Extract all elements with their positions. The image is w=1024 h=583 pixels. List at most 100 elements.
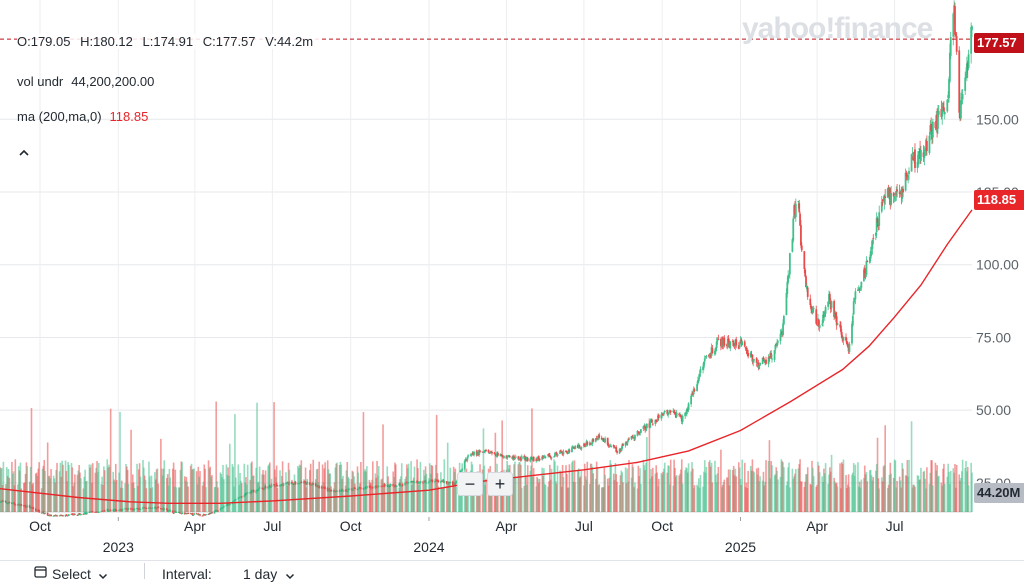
- volume-bar: [763, 485, 766, 512]
- candle-body: [821, 323, 824, 325]
- candle-body: [107, 509, 109, 512]
- volume-bar: [715, 474, 717, 512]
- volume-bar: [482, 428, 485, 512]
- candle-body: [392, 484, 395, 487]
- volume-bar: [246, 484, 248, 512]
- volume-bar: [49, 478, 52, 512]
- volume-bar: [249, 479, 252, 512]
- x-tick-label: Jul: [575, 518, 593, 534]
- candle-body: [24, 505, 27, 508]
- candle-body: [954, 6, 956, 35]
- volume-bar: [220, 473, 223, 512]
- candle-body: [800, 245, 803, 251]
- volume-bar: [26, 466, 29, 512]
- volume-bar: [759, 476, 761, 512]
- candle-body: [336, 490, 338, 492]
- volume-bar: [79, 472, 81, 512]
- chevron-down-icon[interactable]: [98, 567, 108, 583]
- chevron-down-icon[interactable]: [285, 567, 295, 583]
- candle-body: [613, 446, 616, 449]
- candle-body: [624, 442, 627, 446]
- volume-bar: [693, 485, 696, 512]
- volume-bar: [109, 408, 112, 512]
- candle-body: [717, 338, 720, 340]
- volume-bar: [737, 462, 740, 512]
- volume-bar: [88, 464, 91, 512]
- candle-body: [743, 341, 746, 347]
- volume-bar: [205, 487, 207, 512]
- volume-bar: [244, 482, 246, 512]
- volume-bar: [732, 470, 734, 512]
- volume-bar: [454, 468, 457, 512]
- select-range-button[interactable]: Select: [52, 566, 91, 582]
- volume-bar: [922, 471, 925, 512]
- interval-select[interactable]: 1 day: [243, 566, 278, 582]
- volume-bar: [809, 483, 812, 512]
- price-chart[interactable]: 25.0050.0075.00100.00125.00150.00OctAprJ…: [0, 0, 1024, 560]
- candle-body: [949, 37, 952, 56]
- candle-body: [478, 450, 481, 455]
- candle-body: [559, 450, 561, 454]
- volume-bar: [898, 476, 901, 512]
- candle-body: [375, 485, 378, 487]
- volume-bar: [360, 461, 362, 512]
- candle-body: [651, 419, 653, 423]
- zoom-out-button[interactable]: −: [457, 472, 483, 496]
- volume-bar: [32, 483, 34, 512]
- volume-bar: [741, 459, 743, 512]
- volume-bar: [268, 464, 270, 512]
- candle-body: [500, 454, 503, 456]
- volume-bar: [484, 484, 486, 512]
- indicator-volume[interactable]: vol undr 44,200,200.00: [17, 74, 154, 89]
- volume-bar: [669, 484, 671, 512]
- y-tick-label: 50.00: [976, 402, 1011, 418]
- volume-bar: [353, 476, 355, 512]
- volume-bar: [126, 470, 129, 512]
- candle-body: [644, 426, 647, 431]
- volume-bar: [263, 474, 265, 512]
- candle-body: [817, 319, 820, 327]
- volume-bar: [144, 479, 147, 512]
- candle-body: [79, 513, 82, 516]
- volume-bar: [161, 475, 164, 512]
- chevron-up-icon[interactable]: [18, 144, 30, 159]
- candle-body: [542, 457, 545, 459]
- volume-bar: [437, 486, 440, 512]
- volume-bar: [202, 481, 205, 512]
- volume-bar: [907, 476, 909, 512]
- moving-average-tag: 118.85: [974, 190, 1024, 210]
- candle-body: [347, 489, 350, 492]
- zoom-in-button[interactable]: +: [487, 472, 513, 496]
- volume-bar: [705, 466, 708, 512]
- candle-body: [571, 447, 573, 453]
- candle-body: [323, 486, 326, 488]
- candle-body: [923, 151, 926, 158]
- volume-bar: [535, 486, 538, 512]
- candle-body: [928, 135, 931, 153]
- volume-bar: [179, 469, 182, 512]
- volume-bar: [446, 485, 448, 512]
- volume-bar: [661, 474, 663, 512]
- volume-bar: [525, 475, 527, 512]
- volume-bar: [616, 481, 618, 512]
- volume-bar: [703, 460, 706, 512]
- volume-bar: [959, 480, 961, 512]
- volume-bar: [602, 487, 605, 512]
- candle-body: [634, 435, 636, 440]
- volume-bar: [583, 485, 585, 512]
- volume-bar: [649, 478, 652, 512]
- volume-bar: [341, 478, 343, 512]
- candle-body: [187, 512, 190, 514]
- volume-bar: [857, 462, 859, 512]
- candle-body: [43, 513, 46, 515]
- candle-body: [771, 358, 773, 360]
- volume-bar: [280, 485, 282, 512]
- volume-bar: [330, 486, 332, 512]
- indicator-moving-average[interactable]: ma (200,ma,0) 118.85: [17, 109, 148, 124]
- volume-bar: [475, 487, 478, 512]
- volume-bar: [829, 471, 832, 512]
- candle-body: [872, 237, 875, 239]
- volume-bar: [452, 483, 454, 512]
- volume-bar: [354, 483, 356, 512]
- volume-bar: [835, 483, 837, 512]
